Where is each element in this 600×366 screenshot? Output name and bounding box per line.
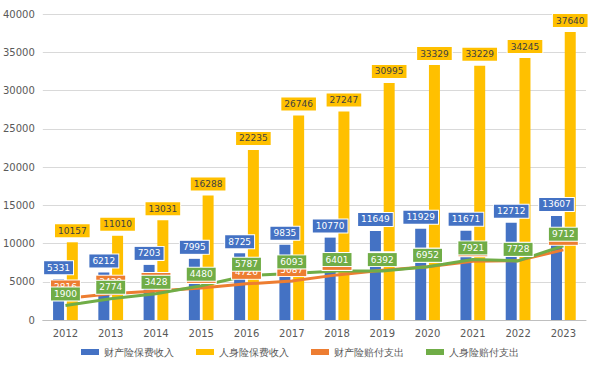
svg-text:10000: 10000 (3, 238, 35, 249)
svg-text:13031: 13031 (149, 204, 178, 214)
svg-text:20000: 20000 (3, 162, 35, 173)
svg-text:2774: 2774 (99, 282, 122, 292)
svg-text:11649: 11649 (361, 214, 390, 224)
svg-text:10157: 10157 (58, 226, 87, 236)
svg-text:40000: 40000 (3, 9, 35, 20)
svg-text:34245: 34245 (511, 42, 540, 52)
svg-text:30995: 30995 (375, 66, 404, 76)
svg-text:26746: 26746 (284, 99, 313, 109)
svg-text:人身险赔付支出: 人身险赔付支出 (449, 347, 519, 358)
svg-text:2013: 2013 (98, 328, 123, 339)
svg-text:4726: 4726 (235, 267, 258, 278)
svg-text:7203: 7203 (138, 248, 161, 258)
svg-text:2021: 2021 (460, 328, 485, 339)
svg-text:10770: 10770 (316, 221, 345, 231)
svg-text:3428: 3428 (145, 277, 168, 287)
svg-text:6212: 6212 (92, 256, 115, 266)
svg-text:6093: 6093 (280, 257, 303, 267)
svg-text:35000: 35000 (3, 47, 35, 58)
svg-text:5000: 5000 (9, 276, 34, 287)
svg-text:6952: 6952 (416, 250, 439, 260)
svg-text:16288: 16288 (194, 179, 223, 189)
svg-text:2019: 2019 (370, 328, 395, 339)
svg-text:7921: 7921 (461, 243, 484, 253)
svg-text:5331: 5331 (47, 263, 70, 273)
svg-text:12712: 12712 (497, 206, 526, 216)
svg-text:13607: 13607 (542, 199, 571, 209)
svg-text:9835: 9835 (273, 228, 296, 238)
svg-text:2017: 2017 (279, 328, 304, 339)
svg-text:30000: 30000 (3, 85, 35, 96)
svg-text:6502: 6502 (371, 254, 394, 264)
svg-text:22235: 22235 (239, 133, 268, 143)
svg-text:2015: 2015 (189, 328, 214, 339)
svg-text:33329: 33329 (420, 49, 449, 59)
svg-text:2016: 2016 (234, 328, 259, 339)
svg-text:33229: 33229 (465, 49, 494, 59)
svg-text:财产险保费收入: 财产险保费收入 (104, 347, 174, 358)
svg-text:1900: 1900 (54, 289, 77, 299)
svg-text:7728: 7728 (507, 244, 530, 254)
svg-text:2018: 2018 (324, 328, 349, 339)
svg-text:25000: 25000 (3, 123, 35, 134)
svg-text:9712: 9712 (552, 229, 575, 239)
svg-text:2020: 2020 (415, 328, 440, 339)
svg-text:2022: 2022 (505, 328, 530, 339)
svg-text:37640: 37640 (556, 16, 585, 26)
svg-text:6401: 6401 (326, 255, 349, 265)
svg-text:7995: 7995 (183, 242, 206, 252)
svg-text:0: 0 (28, 315, 34, 326)
svg-text:5087: 5087 (280, 264, 304, 275)
svg-text:11929: 11929 (406, 212, 435, 222)
svg-text:7757: 7757 (507, 244, 530, 254)
svg-text:15000: 15000 (3, 200, 35, 211)
svg-text:2023: 2023 (551, 328, 576, 339)
svg-text:2014: 2014 (143, 328, 168, 339)
svg-text:财产险赔付支出: 财产险赔付支出 (334, 347, 404, 358)
svg-text:27247: 27247 (330, 95, 359, 105)
svg-text:5787: 5787 (235, 259, 258, 269)
svg-text:6955: 6955 (416, 250, 439, 260)
svg-text:11671: 11671 (452, 214, 481, 224)
svg-text:8725: 8725 (228, 237, 251, 247)
svg-text:2012: 2012 (53, 328, 78, 339)
svg-text:人身险保费收入: 人身险保费收入 (219, 347, 289, 358)
svg-text:6392: 6392 (371, 255, 394, 265)
svg-text:11010: 11010 (103, 219, 132, 229)
svg-text:4480: 4480 (190, 269, 213, 279)
